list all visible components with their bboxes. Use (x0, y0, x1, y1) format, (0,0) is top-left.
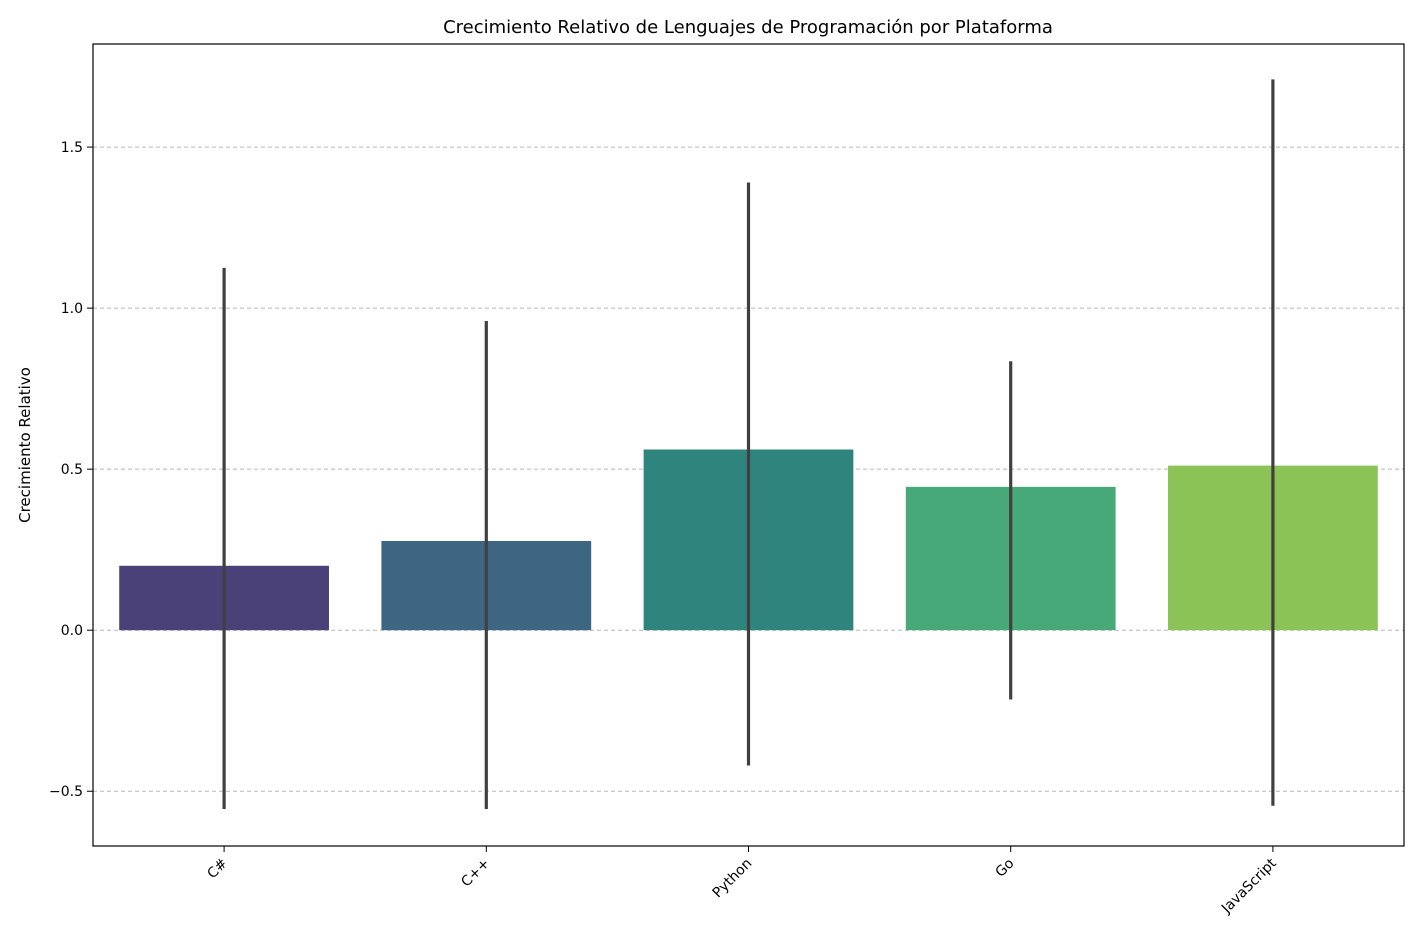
y-tick-label: 1.5 (61, 140, 83, 156)
y-tick-label: 0.0 (61, 623, 83, 639)
x-tick-label: JavaScript (1218, 855, 1280, 917)
y-tick-label: −0.5 (49, 784, 83, 800)
x-tick-label: Python (710, 856, 756, 902)
plot-frame (92, 43, 1405, 847)
y-axis-label: Crecimiento Relativo (16, 367, 34, 523)
chart-title: Crecimiento Relativo de Lenguajes de Pro… (443, 17, 1053, 38)
y-tick-label: 1.0 (61, 301, 83, 317)
x-tick-label: C++ (458, 856, 493, 891)
x-axis-ticks: C# C++ Python Go JavaScript (204, 846, 1280, 917)
x-tick-label: Go (992, 856, 1017, 881)
y-axis-ticks: −0.5 0.0 0.5 1.0 1.5 (49, 140, 93, 800)
x-tick-label: C# (204, 856, 231, 883)
y-tick-label: 0.5 (61, 462, 83, 478)
error-bars (222, 79, 1275, 809)
